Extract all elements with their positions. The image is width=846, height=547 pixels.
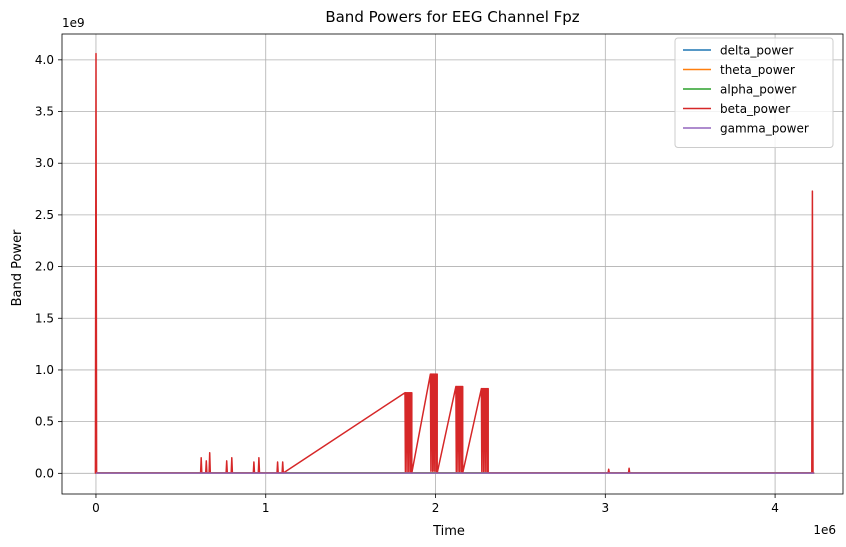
axes-frame [61,33,844,495]
y-tick-label: 2.5 [35,208,54,222]
legend-entry: gamma_power [720,122,809,136]
y-axis-label: Band Power [10,229,25,306]
x-tick-label: 0 [92,501,100,515]
legend-entry: delta_power [720,44,794,58]
y-tick-label: 1.5 [35,311,54,325]
plot-area [94,52,815,474]
x-tick-label: 3 [601,501,609,515]
chart-title: Band Powers for EEG Channel Fpz [325,8,579,26]
legend-entry: beta_power [720,102,790,116]
legend: delta_power theta_power alpha_power beta_po… [674,37,834,148]
x-tick-label: 1 [262,501,270,515]
y-tick-label: 1.0 [35,363,54,377]
x-axis-label: Time [432,524,465,539]
y-tick-label: 2.0 [35,260,54,274]
gridlines [62,34,843,494]
legend-entry: theta_power [720,63,795,77]
y-tick-label: 3.5 [35,105,54,119]
legend-entry: alpha_power [720,83,796,97]
axis-ticks: 0 1 2 3 4 0.0 0.5 1.0 1.5 2.0 2.5 3.0 3.5 4.0 [35,53,779,515]
x-offset-label: 1e6 [813,523,836,537]
y-tick-label: 4.0 [35,53,54,67]
x-tick-label: 4 [771,501,779,515]
legend-box [674,37,834,148]
y-tick-label: 0.0 [35,466,54,480]
y-offset-label: 1e9 [62,16,85,30]
x-tick-label: 2 [432,501,440,515]
y-tick-label: 0.5 [35,415,54,429]
y-tick-label: 3.0 [35,156,54,170]
